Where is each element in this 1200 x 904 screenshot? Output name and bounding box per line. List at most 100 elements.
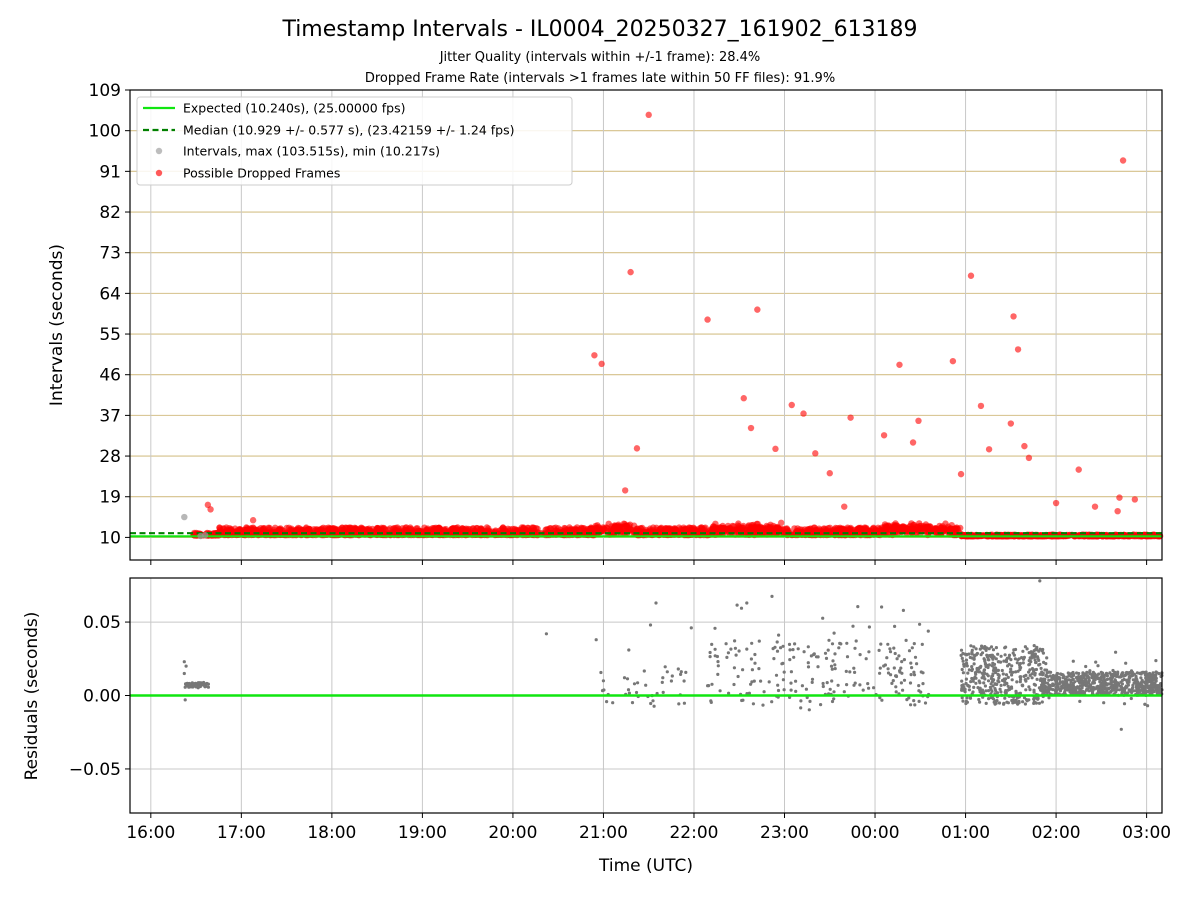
residual-point [814,655,819,659]
residual-point [782,670,786,674]
residual-point [997,676,1001,680]
residual-point [973,653,977,657]
residual-point [749,657,754,661]
residual-point [761,703,765,707]
residual-point [753,652,757,657]
residual-point [751,702,756,706]
dropped-frame-point [754,306,761,313]
residual-point [991,684,995,688]
residual-point [1018,667,1022,672]
residual-point [185,683,189,688]
residual-point [978,665,982,670]
dropped-frame-point [893,528,900,536]
dropped-frame-point [896,524,904,531]
residual-point [886,671,891,675]
residual-point [892,666,896,670]
residual-point [183,698,187,702]
residual-point [989,645,994,649]
residual-point [974,681,978,685]
residual-point [708,650,712,655]
dropped-frame-point [1075,466,1082,473]
residual-point [661,676,665,680]
residual-point [1111,680,1115,684]
residual-point [1018,665,1022,669]
residual-point [986,679,991,683]
residual-point [961,699,965,703]
residual-point [1020,683,1024,687]
residual-point [823,651,828,655]
residual-point [1047,678,1051,682]
residual-point [825,681,829,685]
residual-point [1113,680,1117,684]
residual-point [1103,673,1107,677]
residual-point [983,684,988,688]
residual-point [772,657,776,661]
residual-point [1125,680,1129,685]
residual-point [1096,684,1100,689]
x-tick-label: 16:00 [126,823,175,843]
residual-point [1071,681,1075,686]
x-tick-label: 22:00 [669,823,718,843]
residual-point [968,655,972,660]
residual-point [1035,648,1039,652]
residual-point [1131,683,1135,687]
residual-point [989,682,993,686]
residual-point [808,699,812,704]
x-axis-label: Time (UTC) [598,856,693,876]
residual-point [745,601,749,605]
residual-point [994,657,998,661]
residual-point [1061,682,1065,686]
residual-point [1129,696,1133,701]
residual-point [1049,670,1053,674]
residual-point [997,701,1002,705]
residual-point [1093,673,1097,677]
residual-point [902,678,907,682]
residual-point [970,676,974,681]
residual-point [1114,690,1118,694]
residual-point [909,673,913,677]
intervals-y-tick-label: 91 [99,162,121,182]
residual-point [1067,678,1071,682]
residual-point [963,690,967,694]
residual-point [917,684,921,688]
residual-point [732,666,737,670]
residual-point [1013,657,1018,661]
residual-point [1143,702,1147,706]
residual-point [1004,660,1009,664]
residual-point [867,686,871,690]
residual-point [897,654,901,658]
residual-point [1006,701,1011,705]
residual-point [1004,691,1008,695]
residual-point [739,606,744,610]
residual-point [1027,685,1031,689]
residual-point [741,668,745,672]
dropped-frame-point [921,523,929,531]
residual-point [962,664,966,668]
residual-point [1012,653,1017,657]
residual-point [1154,659,1158,663]
dropped-frame-point [1021,442,1028,450]
residual-point [794,679,798,683]
x-tick-label: 00:00 [851,823,900,843]
residual-point [1144,670,1148,674]
residual-point [972,645,976,649]
residual-point [1010,686,1014,690]
residual-point [821,616,825,620]
residual-point [804,687,809,691]
residual-point [912,673,917,677]
residual-point [982,657,986,661]
residual-point [1087,689,1091,693]
residual-point [1069,680,1073,685]
residual-point [961,659,965,663]
residual-point [733,646,738,650]
residual-point [923,701,928,705]
residual-point [982,681,986,685]
residual-point [729,647,733,651]
residual-point [789,681,793,685]
dropped-frame-point [891,523,898,530]
residual-point [1045,671,1049,675]
residual-point [969,644,973,648]
residual-point [757,639,761,643]
residual-point [986,689,991,693]
dropped-frame-point [704,316,711,323]
